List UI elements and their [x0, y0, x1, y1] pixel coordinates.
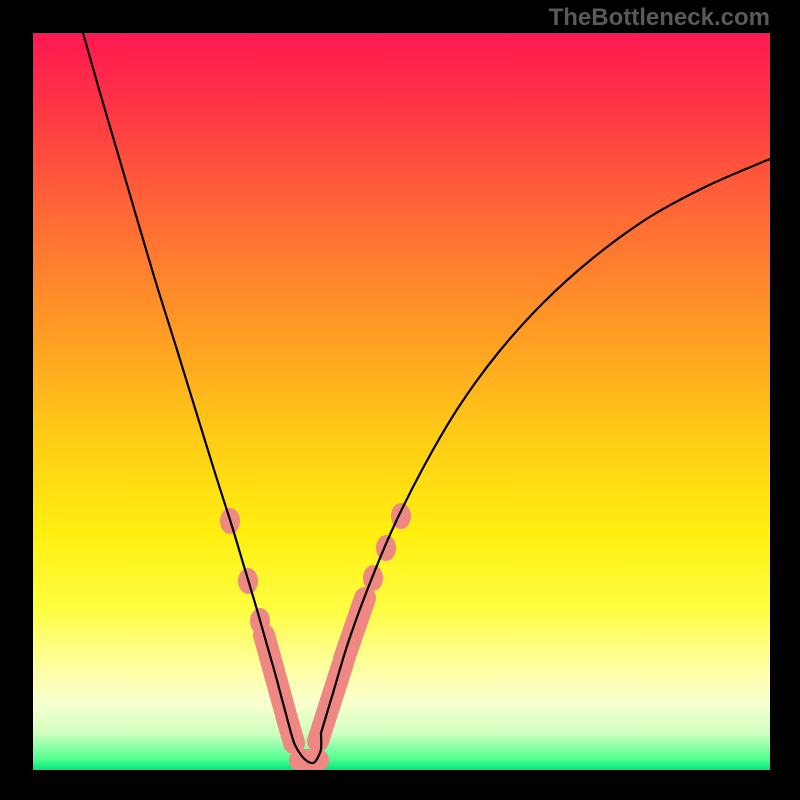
plot-area [33, 33, 770, 770]
gradient-background [33, 33, 770, 770]
right-marker-6 [376, 535, 396, 561]
bottom-marker-blob [289, 749, 329, 770]
watermark-text: TheBottleneck.com [549, 4, 770, 32]
chart-container: TheBottleneck.com [0, 0, 800, 800]
chart-svg [33, 33, 770, 770]
